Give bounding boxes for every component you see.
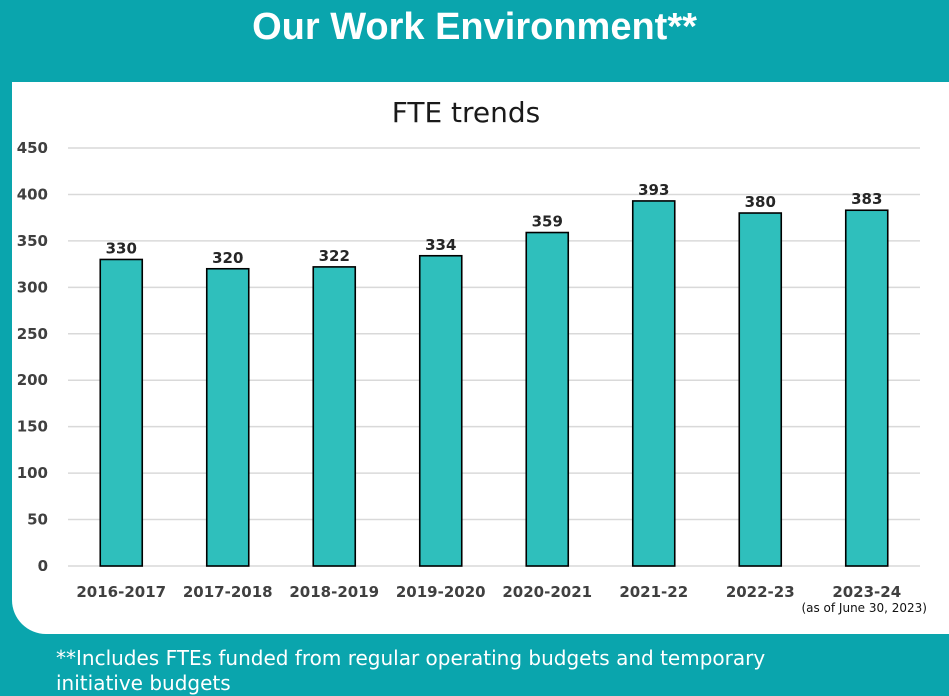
data-label-2022-23: 380 (745, 193, 776, 211)
x-tick-label-2022-23: 2022-23 (726, 583, 795, 601)
data-label-2023-24: 383 (851, 190, 882, 208)
data-label-2021-22: 393 (638, 181, 669, 199)
data-label-2020-2021: 359 (532, 213, 563, 231)
x-tick-label-2023-24: 2023-24 (832, 583, 901, 601)
y-tick-label: 400 (17, 185, 48, 203)
y-tick-label: 100 (17, 464, 48, 482)
footnote-line-1: **Includes FTEs funded from regular oper… (56, 646, 766, 670)
bar-2017-2018 (205, 267, 250, 567)
y-tick-label: 200 (17, 371, 48, 389)
bar-2018-2019 (312, 266, 357, 567)
x-tick-label-2020-2021: 2020-2021 (502, 583, 592, 601)
y-tick-label: 0 (38, 557, 48, 575)
data-label-2018-2019: 322 (319, 247, 350, 265)
bar-2016-2017 (99, 258, 144, 567)
y-tick-label: 150 (17, 418, 48, 436)
page-title: Our Work Environment** (252, 6, 697, 48)
x-tick-label-2019-2020: 2019-2020 (396, 583, 486, 601)
footnote-line-2: initiative budgets (56, 671, 231, 695)
chart-title: FTE trends (392, 96, 541, 129)
y-tick-label: 250 (17, 325, 48, 343)
x-tick-label-2021-22: 2021-22 (619, 583, 688, 601)
category-note: (as of June 30, 2023) (801, 601, 927, 615)
data-label-2017-2018: 320 (212, 249, 243, 267)
chart-panel: FTE trends 0 50 100 150 200 250 300 350 400 450 3… (12, 82, 949, 634)
bar-chart: FTE trends 0 50 100 150 200 250 300 350 400 450 3… (17, 96, 927, 615)
bar-2020-2021 (525, 231, 570, 567)
x-tick-label-2018-2019: 2018-2019 (289, 583, 379, 601)
y-axis-tick-labels: 0 50 100 150 200 250 300 350 400 450 (17, 139, 48, 575)
x-tick-label-2017-2018: 2017-2018 (183, 583, 273, 601)
y-tick-label: 50 (27, 511, 48, 529)
bar-2023-24 (844, 209, 889, 567)
bar-2022-23 (738, 212, 783, 567)
footnote: **Includes FTEs funded from regular oper… (56, 646, 936, 696)
y-tick-label: 450 (17, 139, 48, 157)
data-label-2016-2017: 330 (106, 239, 137, 257)
chart-gridlines (68, 147, 920, 567)
x-tick-label-2016-2017: 2016-2017 (76, 583, 166, 601)
x-axis-category-labels: 2016-2017 2017-2018 2018-2019 2019-2020 2020… (76, 583, 901, 601)
y-tick-label: 350 (17, 232, 48, 250)
chart-bars (99, 200, 889, 567)
y-tick-label: 300 (17, 278, 48, 296)
data-label-2019-2020: 334 (425, 236, 456, 254)
bar-2021-22 (631, 200, 676, 567)
chart-data-labels: 330 320 322 334 359 393 380 383 (106, 181, 883, 267)
bar-2019-2020 (418, 254, 463, 567)
